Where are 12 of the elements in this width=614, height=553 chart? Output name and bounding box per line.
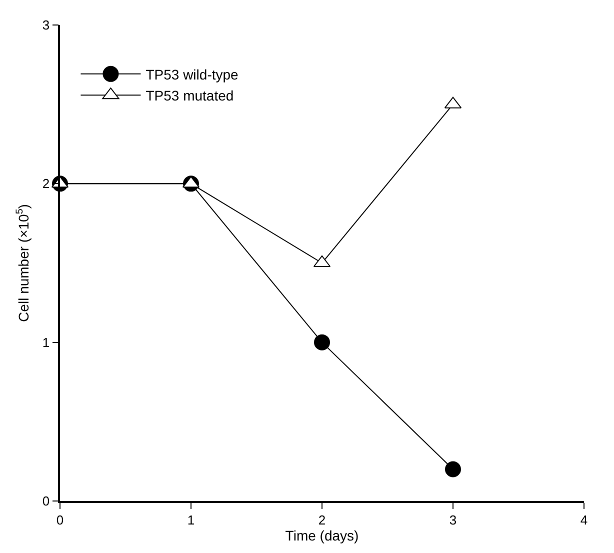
legend-label: TP53 wild-type <box>146 66 239 82</box>
legend-label: TP53 mutated <box>146 88 234 104</box>
x-tick-label: 0 <box>56 512 64 528</box>
x-tick-label: 2 <box>318 512 326 528</box>
x-tick-label: 4 <box>580 512 588 528</box>
x-tick-label: 1 <box>187 512 195 528</box>
y-tick-label: 2 <box>42 176 50 192</box>
x-axis-title: Time (days) <box>285 527 359 544</box>
y-tick-label: 0 <box>42 494 50 509</box>
y-tick-label: 1 <box>42 334 50 350</box>
x-tick-label: 3 <box>449 512 457 528</box>
y-tick-label: 3 <box>42 18 50 33</box>
